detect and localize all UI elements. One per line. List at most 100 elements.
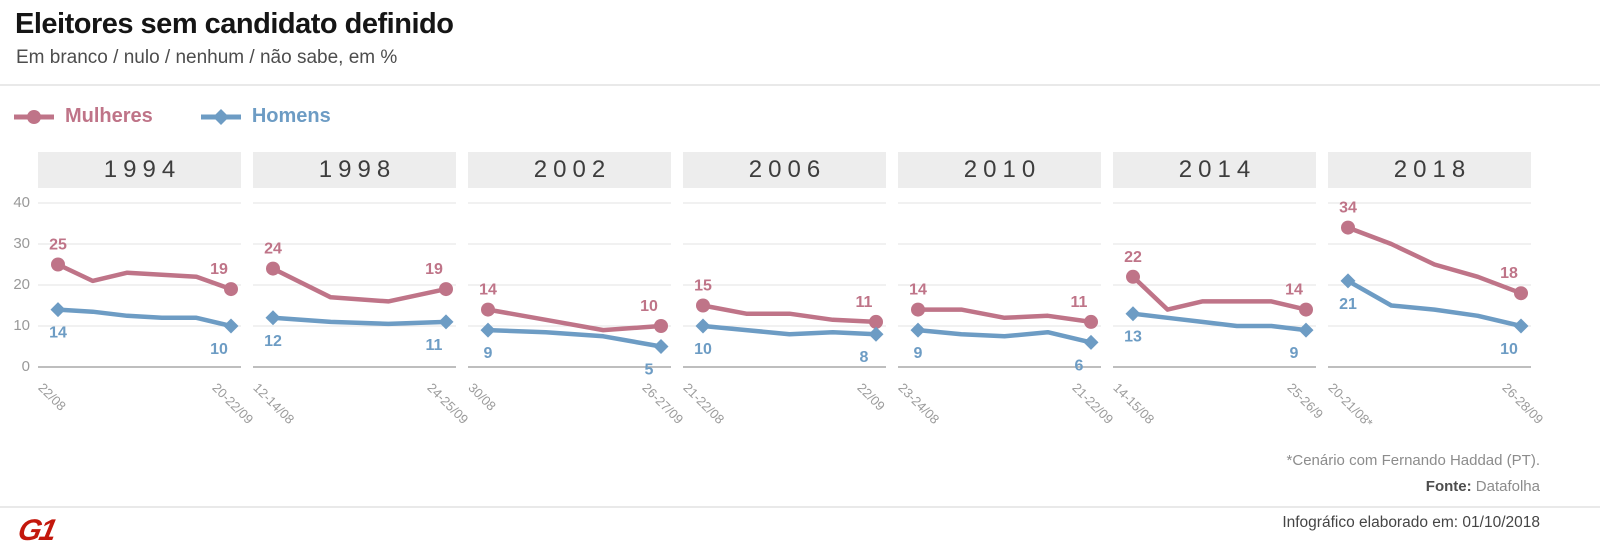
year-band-2006: 2006 (683, 152, 886, 188)
mulheres-value-label: 19 (210, 261, 228, 278)
svg-text:G1: G1 (15, 514, 59, 546)
homens-marker (1340, 273, 1356, 289)
homens-line-2010 (915, 327, 1094, 345)
mulheres-line-2018 (1345, 225, 1524, 296)
mulheres-marker (1299, 302, 1313, 317)
homens-value-label: 10 (1500, 341, 1518, 358)
source-value: Datafolha (1471, 478, 1540, 495)
plot-2002: 14 10 9 5 (468, 202, 671, 379)
homens-line-2002 (485, 327, 664, 349)
page-subtitle: Em branco / nulo / nenhum / não sabe, em… (16, 47, 398, 68)
mulheres-marker (1341, 220, 1355, 235)
panel-1998: 1998 24 19 12 11 12-14/08 24-25/09 (250, 152, 471, 462)
plot-1994: 25 19 14 10 (38, 202, 241, 368)
mulheres-line-2002 (485, 307, 664, 333)
homens-value-label: 11 (426, 337, 443, 354)
legend-label-mulheres: Mulheres (65, 105, 153, 127)
y-axis-tick-20: 20 (13, 276, 30, 293)
plot-2018: 34 18 21 10 (1328, 200, 1531, 368)
plot-2006: 15 11 10 8 (683, 202, 886, 368)
y-axis-tick-10: 10 (13, 317, 30, 334)
mulheres-line-1998 (270, 266, 449, 304)
legend-label-homens: Homens (251, 105, 331, 127)
mulheres-value-label: 11 (856, 294, 873, 311)
homens-marker (868, 326, 884, 342)
homens-marker (223, 318, 239, 334)
year-band-2018: 2018 (1328, 152, 1531, 188)
mulheres-value-label: 19 (425, 261, 443, 278)
homens-value-label: 6 (1075, 357, 1084, 374)
panel-2014: 2014 22 14 13 9 14-15/08 25-26/9 (1110, 152, 1326, 462)
homens-marker (438, 314, 454, 330)
mulheres-line-2014 (1130, 274, 1309, 312)
homens-value-label: 5 (645, 362, 654, 379)
mulheres-marker (51, 257, 65, 272)
mulheres-line-2006 (700, 303, 879, 325)
mulheres-value-label: 24 (264, 241, 282, 258)
homens-line-2006 (700, 323, 879, 337)
homens-marker (653, 339, 669, 354)
homens-line-1998 (270, 315, 449, 327)
panel-1994: 1994 25 19 14 10 22/08 20-22/09 (35, 152, 256, 462)
homens-marker (1125, 306, 1141, 322)
g1-logo: G1 (15, 514, 59, 546)
homens-line-2014 (1130, 311, 1309, 333)
footer-divider (0, 506, 1600, 508)
source-line: Fonte: Datafolha (1287, 478, 1540, 495)
footnotes: *Cenário com Fernando Haddad (PT). Fonte… (1287, 452, 1540, 495)
scenario-footnote: *Cenário com Fernando Haddad (PT). (1286, 452, 1540, 469)
homens-marker (480, 322, 496, 338)
mulheres-value-label: 25 (49, 237, 67, 254)
homens-marker (265, 310, 281, 326)
mulheres-value-label: 14 (1285, 282, 1303, 299)
mulheres-line-1994 (55, 262, 234, 292)
panel-2006: 2006 15 11 10 8 21-22/08 22/09 (680, 152, 888, 462)
homens-value-label: 12 (264, 333, 282, 350)
homens-line-1994 (55, 307, 234, 329)
mulheres-value-label: 18 (1500, 265, 1518, 282)
homens-marker (695, 318, 711, 334)
homens-marker (1298, 322, 1314, 338)
year-band-1998: 1998 (253, 152, 456, 188)
panel-2010: 2010 14 11 9 6 23-24/08 21-22/09 (895, 152, 1116, 462)
homens-value-label: 9 (484, 345, 493, 362)
y-axis-tick-0: 0 (21, 358, 30, 375)
mulheres-value-label: 15 (694, 278, 712, 295)
mulheres-value-label: 14 (909, 282, 927, 299)
homens-value-label: 14 (49, 325, 67, 342)
year-band-2010: 2010 (898, 152, 1101, 188)
legend-item-mulheres: Mulheres (12, 105, 153, 128)
footer-info: Infográfico elaborado em: 01/10/2018 (1282, 514, 1540, 531)
mulheres-value-label: 22 (1124, 249, 1142, 266)
mulheres-marker (1514, 286, 1528, 301)
mulheres-marker (439, 282, 453, 297)
year-band-2002: 2002 (468, 152, 671, 188)
homens-line-diamond-icon (200, 108, 241, 125)
mulheres-marker (481, 302, 495, 317)
mulheres-value-label: 11 (1071, 294, 1088, 311)
panel-2002: 2002 14 10 9 5 30/08 26-27/09 (465, 152, 686, 462)
mulheres-line-circle-icon (14, 109, 54, 124)
homens-value-label: 10 (210, 341, 228, 358)
plot-2014: 22 14 13 9 (1113, 202, 1316, 368)
top-divider (0, 84, 1600, 86)
homens-marker (50, 302, 66, 318)
homens-line-2018 (1345, 278, 1524, 329)
mulheres-line-2010 (915, 307, 1094, 325)
mulheres-marker (1126, 269, 1140, 284)
mulheres-marker (696, 298, 710, 313)
mulheres-marker (911, 302, 925, 317)
chart-legend: Mulheres Homens (12, 105, 331, 128)
homens-value-label: 10 (694, 341, 712, 358)
mulheres-value-label: 10 (640, 298, 658, 315)
mulheres-marker (1084, 314, 1098, 329)
mulheres-marker (869, 314, 883, 329)
plot-2010: 14 11 9 6 (898, 202, 1101, 374)
mulheres-value-label: 14 (479, 282, 497, 299)
homens-value-label: 9 (914, 345, 923, 362)
year-band-2014: 2014 (1113, 152, 1316, 188)
year-band-1994: 1994 (38, 152, 241, 188)
homens-value-label: 8 (860, 349, 869, 366)
homens-marker (910, 322, 926, 338)
